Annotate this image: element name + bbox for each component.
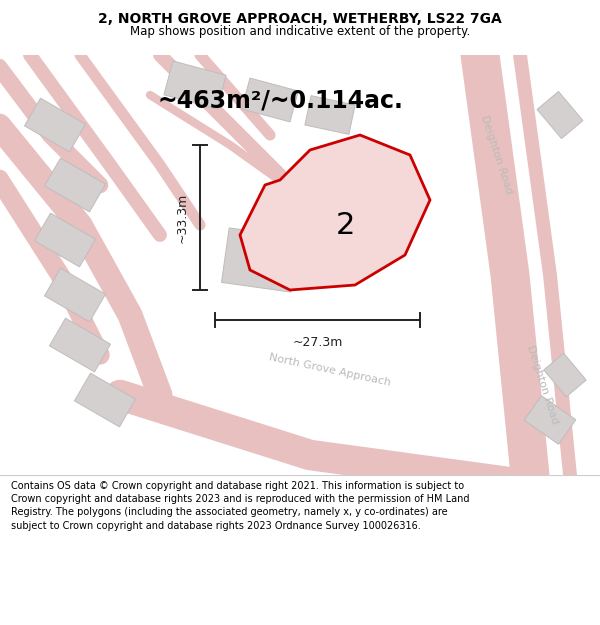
Bar [164,61,226,109]
Text: 2: 2 [335,211,355,239]
Text: ~27.3m: ~27.3m [292,336,343,349]
Text: Contains OS data © Crown copyright and database right 2021. This information is : Contains OS data © Crown copyright and d… [11,481,469,531]
Text: North Grove Approach: North Grove Approach [268,352,392,388]
Bar [221,228,298,292]
Polygon shape [240,135,430,290]
Text: Deighton Road: Deighton Road [526,344,560,426]
Bar [34,213,95,267]
Text: Deighton Road: Deighton Road [479,114,515,196]
Bar [49,318,110,372]
Bar [44,268,106,322]
Text: ~33.3m: ~33.3m [176,192,188,242]
Text: Map shows position and indicative extent of the property.: Map shows position and indicative extent… [130,26,470,39]
Text: 2, NORTH GROVE APPROACH, WETHERBY, LS22 7GA: 2, NORTH GROVE APPROACH, WETHERBY, LS22 … [98,12,502,26]
Text: ~463m²/~0.114ac.: ~463m²/~0.114ac. [157,88,403,112]
Bar [242,78,298,122]
Bar [25,98,86,152]
Bar [524,396,576,444]
Bar [305,96,355,134]
Bar [74,373,136,427]
Bar [537,91,583,139]
Bar [544,353,586,397]
Bar [44,158,106,212]
